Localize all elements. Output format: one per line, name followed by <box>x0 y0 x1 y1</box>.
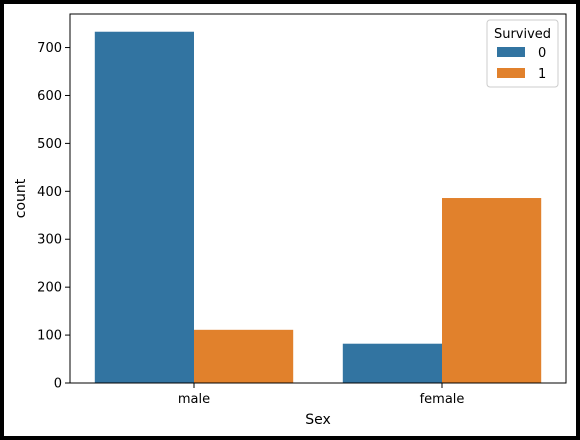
legend-title: Survived <box>494 27 551 42</box>
x-tick-label: male <box>178 392 210 407</box>
legend-label-1: 1 <box>538 67 546 82</box>
y-tick-label: 600 <box>37 89 62 104</box>
bar-female-survived-1 <box>442 198 542 383</box>
y-tick-label: 700 <box>37 41 62 56</box>
x-axis-label: Sex <box>305 412 331 428</box>
legend: Survived 0 1 <box>486 19 559 88</box>
y-tick-label: 400 <box>37 185 62 200</box>
bar-male-survived-1 <box>194 329 294 383</box>
y-tick-label: 200 <box>37 281 62 296</box>
legend-label-0: 0 <box>538 46 546 61</box>
y-tick-label: 500 <box>37 137 62 152</box>
legend-swatch-0 <box>497 47 525 57</box>
y-tick-label: 300 <box>37 233 62 248</box>
y-tick-label: 100 <box>37 329 62 344</box>
plot-frame <box>69 13 567 384</box>
y-axis-label: count <box>13 178 29 218</box>
bar-male-survived-0 <box>94 31 194 383</box>
legend-swatch-1 <box>497 68 525 78</box>
y-tick-label: 0 <box>54 377 62 392</box>
bar-female-survived-0 <box>342 343 442 383</box>
x-tick-label: female <box>420 392 465 407</box>
